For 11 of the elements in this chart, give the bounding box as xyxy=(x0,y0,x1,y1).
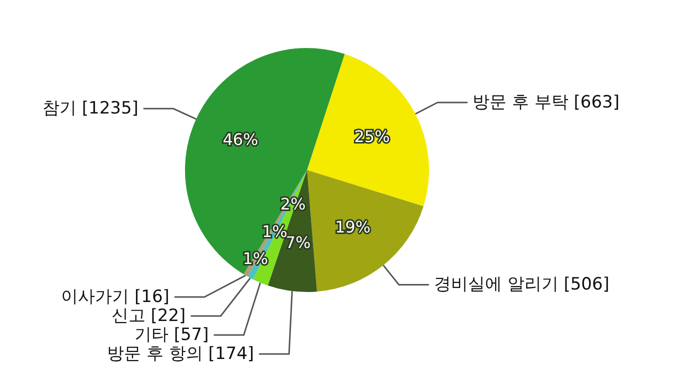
slice-label: 방문 후 항의 [174] xyxy=(107,344,254,364)
slice-label: 경비실에 알리기 [506] xyxy=(434,274,610,295)
data-label: 25% xyxy=(354,126,390,146)
data-label: 46% xyxy=(222,130,258,149)
slice-label: 방문 후 부탁 [663] xyxy=(472,92,620,112)
slice-label: 참기 [1235] xyxy=(42,98,138,119)
slice-label: 이사가기 [16] xyxy=(61,286,170,307)
slice-label: 신고 [22] xyxy=(111,306,186,326)
data-label: 7% xyxy=(285,233,311,252)
data-label: 19% xyxy=(334,218,371,237)
slice-label: 기타 [57] xyxy=(134,324,209,345)
